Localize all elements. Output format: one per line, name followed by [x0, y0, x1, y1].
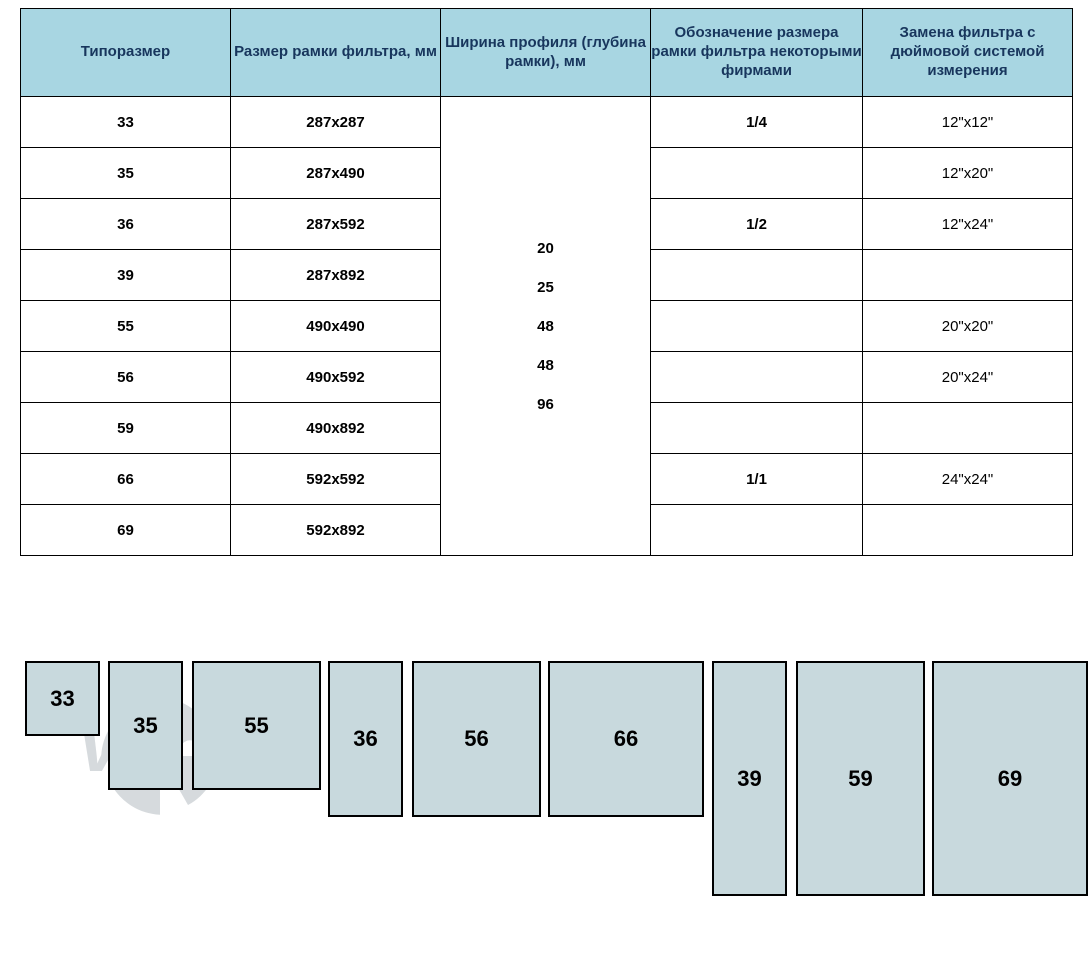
- cell-frame: 490x490: [231, 301, 441, 352]
- page: Типоразмер Размер рамки фильтра, мм Шири…: [0, 0, 1092, 966]
- size-box: 59: [796, 661, 925, 896]
- profile-width-value: 96: [441, 385, 650, 424]
- cell-designation: [651, 403, 863, 454]
- cell-frame: 287x490: [231, 148, 441, 199]
- size-box-label: 59: [848, 766, 872, 792]
- th-size: Типоразмер: [21, 9, 231, 97]
- cell-designation: [651, 352, 863, 403]
- cell-designation: [651, 148, 863, 199]
- size-box-label: 66: [614, 726, 638, 752]
- cell-designation: [651, 250, 863, 301]
- cell-inch: [863, 403, 1073, 454]
- cell-size: 56: [21, 352, 231, 403]
- cell-inch: 20"x20": [863, 301, 1073, 352]
- profile-width-value: 48: [441, 346, 650, 385]
- cell-frame: 287x892: [231, 250, 441, 301]
- cell-frame: 592x892: [231, 505, 441, 556]
- size-box: 55: [192, 661, 321, 790]
- cell-size: 39: [21, 250, 231, 301]
- size-box: 33: [25, 661, 100, 736]
- size-box-label: 33: [50, 686, 74, 712]
- table-row: 33287x28720254848961/412"x12": [21, 97, 1073, 148]
- cell-frame: 490x892: [231, 403, 441, 454]
- profile-width-value: 25: [441, 268, 650, 307]
- cell-designation: 1/1: [651, 454, 863, 505]
- cell-size: 55: [21, 301, 231, 352]
- size-box-label: 56: [464, 726, 488, 752]
- cell-frame: 287x287: [231, 97, 441, 148]
- size-box-label: 55: [244, 713, 268, 739]
- cell-designation: 1/2: [651, 199, 863, 250]
- cell-size: 33: [21, 97, 231, 148]
- th-frame: Размер рамки фильтра, мм: [231, 9, 441, 97]
- filter-size-table: Типоразмер Размер рамки фильтра, мм Шири…: [20, 8, 1073, 556]
- cell-size: 66: [21, 454, 231, 505]
- cell-inch: 12"x20": [863, 148, 1073, 199]
- cell-inch: [863, 505, 1073, 556]
- cell-inch: 12"x24": [863, 199, 1073, 250]
- cell-frame: 592x592: [231, 454, 441, 505]
- size-box-label: 36: [353, 726, 377, 752]
- size-box: 39: [712, 661, 787, 896]
- size-box: 35: [108, 661, 183, 790]
- size-box: 36: [328, 661, 403, 817]
- cell-inch: 12"x12": [863, 97, 1073, 148]
- profile-width-value: 48: [441, 307, 650, 346]
- cell-profile-width-merged: 2025484896: [441, 97, 651, 556]
- size-box-label: 39: [737, 766, 761, 792]
- size-diagram: verrer 333555365666395969: [20, 646, 1072, 946]
- cell-inch: 20"x24": [863, 352, 1073, 403]
- cell-size: 36: [21, 199, 231, 250]
- table-header: Типоразмер Размер рамки фильтра, мм Шири…: [21, 9, 1073, 97]
- cell-designation: [651, 301, 863, 352]
- cell-frame: 287x592: [231, 199, 441, 250]
- cell-designation: 1/4: [651, 97, 863, 148]
- size-box-label: 69: [998, 766, 1022, 792]
- cell-size: 35: [21, 148, 231, 199]
- size-box: 66: [548, 661, 704, 817]
- size-box-label: 35: [133, 713, 157, 739]
- size-box: 56: [412, 661, 541, 817]
- th-designation: Обозначение размера рамки фильтра некото…: [651, 9, 863, 97]
- cell-frame: 490x592: [231, 352, 441, 403]
- cell-size: 69: [21, 505, 231, 556]
- th-profile: Ширина профиля (глубина рамки), мм: [441, 9, 651, 97]
- cell-size: 59: [21, 403, 231, 454]
- cell-designation: [651, 505, 863, 556]
- profile-width-value: 20: [441, 229, 650, 268]
- size-box: 69: [932, 661, 1088, 896]
- cell-inch: [863, 250, 1073, 301]
- table-body: 33287x28720254848961/412"x12"35287x49012…: [21, 97, 1073, 556]
- cell-inch: 24"x24": [863, 454, 1073, 505]
- th-inch: Замена фильтра с дюймовой системой измер…: [863, 9, 1073, 97]
